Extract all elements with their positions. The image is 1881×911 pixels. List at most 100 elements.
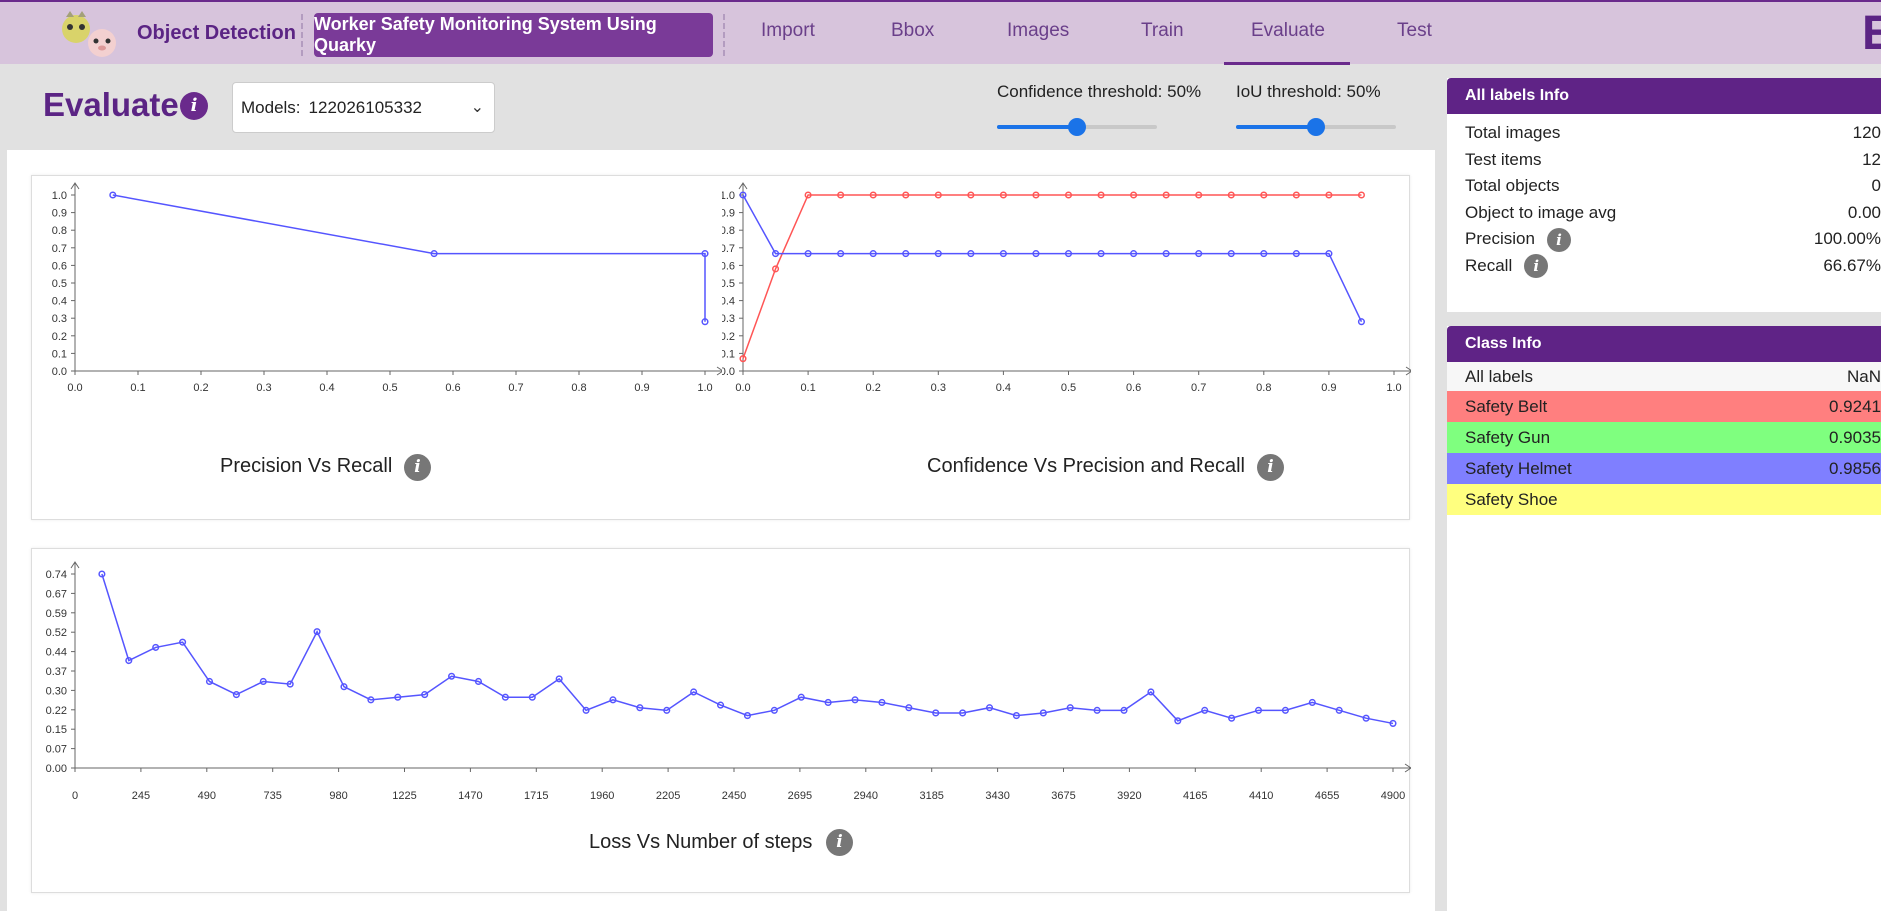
info-icon[interactable]: i [826,829,853,856]
x-tick-label: 245 [132,790,150,802]
data-point [1162,250,1170,258]
data-point [1066,704,1074,712]
data-point [1093,706,1101,714]
chart-title: Precision Vs Recall [220,455,393,477]
x-tick-label: 490 [198,790,216,802]
row-value: 120 [1852,123,1881,142]
class-row-all-labels[interactable]: All labels NaN [1447,362,1881,391]
row-value: 66.67% [1823,255,1881,275]
x-tick-label: 2205 [656,790,680,802]
data-point [528,693,536,701]
project-name-button[interactable]: Worker Safety Monitoring System Using Qu… [314,13,713,57]
all-labels-info-card: All labels Info Total images 120 Test ite… [1447,78,1881,312]
data-point [772,250,780,258]
info-icon[interactable]: i [1524,254,1549,279]
x-tick-label: 0.3 [931,382,946,394]
data-point [804,191,812,199]
data-point [932,709,940,717]
data-point [1260,250,1268,258]
data-point [837,191,845,199]
data-point [999,250,1007,258]
data-point [797,693,805,701]
class-row-safety-helmet[interactable]: Safety Helmet 0.9856 [1447,453,1881,484]
data-point [152,643,160,651]
x-axis-arrow [1405,366,1411,376]
data-point [1335,706,1343,714]
iou-threshold-slider[interactable] [1236,116,1396,136]
tab-evaluate[interactable]: Evaluate [1251,20,1325,41]
info-icon[interactable]: i [404,454,431,481]
data-point [109,191,117,199]
tab-import[interactable]: Import [761,20,815,41]
nav-separator [301,14,303,56]
x-tick-label: 2450 [722,790,746,802]
x-tick-label: 0.0 [67,382,82,394]
data-point [582,706,590,714]
data-point [179,638,187,646]
x-tick-label: 0.4 [319,382,334,394]
data-point [636,704,644,712]
iou-threshold-label: IoU threshold: 50% [1236,82,1381,101]
x-tick-label: 1960 [590,790,614,802]
y-tick-label: 0.2 [52,331,67,343]
x-axis-arrow [1404,763,1411,773]
data-point [1227,250,1235,258]
data-point [232,691,240,699]
x-tick-label: 0.5 [1061,382,1076,394]
data-point [739,355,747,363]
active-tab-indicator [1224,62,1350,65]
series-line [742,194,1363,323]
y-tick-label: 0.2 [722,331,735,343]
y-tick-label: 0.3 [52,313,67,325]
x-tick-label: 0.9 [1321,382,1336,394]
data-point [1064,250,1073,258]
x-tick-label: 0.6 [1126,382,1141,394]
tab-train[interactable]: Train [1141,20,1184,41]
x-tick-label: 3920 [1117,790,1141,802]
row-label: Total objects [1465,176,1560,195]
data-point [1120,706,1128,714]
class-row-safety-shoe[interactable]: Safety Shoe [1447,484,1881,515]
tab-test[interactable]: Test [1397,20,1432,41]
y-tick-label: 0.1 [52,348,67,360]
tab-bbox[interactable]: Bbox [891,20,935,41]
model-select[interactable]: Models: 122026105332 ⌄ [232,82,495,133]
y-axis-arrow [70,561,80,569]
data-point [1130,191,1138,199]
class-row-safety-belt[interactable]: Safety Belt 0.9241 [1447,391,1881,422]
loss-steps-chart: 0 245 490 735 980 1225 1470 1715 1960 2205 2450 269… [46,561,1411,802]
data-point [609,696,617,704]
y-tick-label: 0.4 [722,296,735,308]
y-tick-label: 0.67 [46,588,67,600]
class-info-card: Class Info All labels NaN Safety Belt 0.92… [1447,326,1881,911]
x-tick-label: 3675 [1051,790,1075,802]
slider-thumb[interactable] [1068,118,1086,136]
row-label: Safety Helmet [1465,459,1572,478]
series-line [742,194,1362,359]
evaluate-info-icon[interactable]: i [180,92,208,120]
info-icon[interactable]: i [1257,454,1284,481]
data-point [959,709,967,717]
row-label: Safety Gun [1465,428,1551,447]
y-tick-label: 0.6 [52,260,67,272]
data-point [474,677,483,686]
card-header: Class Info [1447,326,1881,362]
info-icon[interactable]: i [1546,227,1571,252]
data-point [663,706,671,714]
confidence-threshold-slider[interactable] [997,116,1157,136]
data-point [743,712,751,720]
class-row-safety-gun[interactable]: Safety Gun 0.9035 [1447,422,1881,453]
x-tick-label: 3185 [919,790,943,802]
y-tick-label: 0.0 [722,366,735,378]
chevron-down-icon: ⌄ [470,99,484,116]
data-point [1097,191,1105,199]
data-point [902,191,910,199]
tab-images[interactable]: Images [1007,20,1070,41]
y-tick-label: 0.1 [722,348,735,360]
row-label: Recall [1465,255,1513,275]
top-charts-card: 0.0 0.1 0.2 0.3 0.4 0.5 0.6 0.7 0.8 0.9 1.0 0.0 0.1 0… [31,175,1411,520]
slider-thumb[interactable] [1307,118,1325,136]
data-point [340,683,348,691]
data-point [869,191,877,199]
data-point [1260,191,1268,199]
